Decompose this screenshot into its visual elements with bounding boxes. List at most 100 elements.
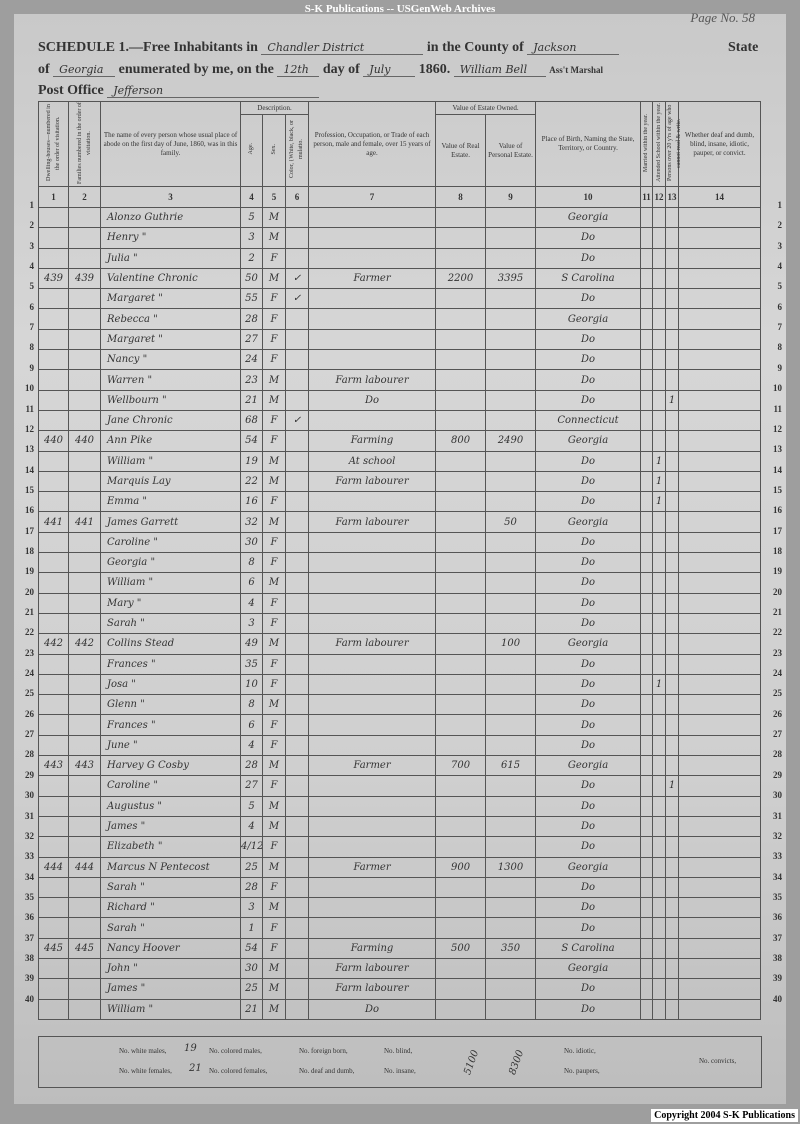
col-real-estate-header: Value of Real Estate.	[435, 114, 487, 187]
col-condition-header: Whether deaf and dumb, blind, insane, id…	[678, 101, 762, 187]
color	[284, 978, 310, 1000]
sex: F	[262, 308, 286, 330]
married-within-year	[640, 937, 654, 959]
line-number: 17	[25, 525, 34, 536]
family-number: 445	[68, 937, 101, 959]
column-number: 4	[240, 186, 263, 208]
table-row: Georgia " 8 F Do	[38, 552, 762, 574]
sex: M	[262, 694, 286, 716]
month-value: July	[363, 63, 416, 77]
family-number	[68, 308, 101, 330]
color	[284, 308, 310, 330]
birthplace: Georgia	[535, 206, 642, 229]
line-number: 24	[773, 668, 782, 679]
age: 50	[240, 267, 263, 290]
attended-school	[652, 775, 667, 797]
dwelling-number	[38, 491, 69, 513]
real-estate-value	[435, 389, 487, 411]
line-number: 22	[25, 627, 34, 638]
personal-estate-value	[485, 978, 537, 1000]
personal-estate-value	[485, 470, 537, 493]
sex: F	[262, 328, 286, 351]
person-name: Warren "	[100, 369, 241, 391]
column-number: 9	[485, 186, 537, 208]
table-row: Margaret " 55 F ✓ Do	[38, 288, 762, 310]
married-within-year	[640, 206, 654, 229]
color	[284, 572, 310, 594]
dwelling-number	[38, 450, 69, 472]
cannot-read-write	[665, 795, 680, 817]
attended-school	[652, 633, 667, 655]
condition	[678, 673, 762, 696]
condition	[678, 876, 762, 899]
line-number: 27	[25, 729, 34, 740]
line-number: 34	[25, 871, 34, 882]
dwelling-number	[38, 328, 69, 351]
person-name: Jane Chronic	[100, 409, 241, 432]
occupation	[308, 815, 437, 838]
occupation: Farm labourer	[308, 511, 437, 533]
sex: F	[262, 612, 286, 635]
cannot-read-write	[665, 227, 680, 249]
birthplace: Do	[535, 876, 642, 899]
person-name: James "	[100, 815, 241, 838]
personal-estate-value	[485, 836, 537, 858]
table-row: Caroline " 30 F Do	[38, 531, 762, 554]
person-name: Henry "	[100, 227, 241, 249]
married-within-year	[640, 755, 654, 777]
birthplace: Do	[535, 653, 642, 675]
married-within-year	[640, 511, 654, 533]
condition	[678, 755, 762, 777]
table-row: Frances " 35 F Do	[38, 653, 762, 675]
condition	[678, 897, 762, 919]
sex: M	[262, 511, 286, 533]
condition	[678, 572, 762, 594]
cannot-read-write	[665, 430, 680, 452]
person-name: Sarah "	[100, 612, 241, 635]
married-within-year	[640, 633, 654, 655]
table-row: Frances " 6 F Do	[38, 714, 762, 736]
color: ✓	[284, 409, 310, 432]
personal-estate-value	[485, 491, 537, 513]
age: 27	[240, 328, 263, 351]
age: 4	[240, 815, 263, 838]
sex: M	[262, 450, 286, 472]
color	[284, 998, 310, 1020]
cannot-read-write	[665, 267, 680, 290]
condition	[678, 734, 762, 757]
condition	[678, 511, 762, 533]
dwelling-number	[38, 308, 69, 330]
person-name: Emma "	[100, 491, 241, 513]
birthplace: Do	[535, 369, 642, 391]
line-number: 27	[773, 729, 782, 740]
color	[284, 491, 310, 513]
real-estate-value	[435, 978, 487, 1000]
cannot-read-write	[665, 450, 680, 472]
married-within-year	[640, 552, 654, 574]
married-within-year	[640, 267, 654, 290]
person-name: John "	[100, 957, 241, 980]
column-number: 13	[665, 186, 680, 208]
table-row: Julia " 2 F Do	[38, 247, 762, 269]
married-within-year	[640, 288, 654, 310]
sex: M	[262, 978, 286, 1000]
dwelling-number: 444	[38, 856, 69, 878]
condition	[678, 957, 762, 980]
dwelling-number: 441	[38, 511, 69, 533]
sex: M	[262, 633, 286, 655]
birthplace: Georgia	[535, 430, 642, 452]
sex: M	[262, 206, 286, 229]
married-within-year	[640, 430, 654, 452]
col-family-header: Families numbered in the order of visita…	[68, 101, 101, 187]
condition	[678, 815, 762, 838]
occupation: Do	[308, 998, 437, 1020]
line-number: 21	[25, 607, 34, 617]
condition	[678, 491, 762, 513]
personal-estate-value: 615	[485, 755, 537, 777]
real-estate-value	[435, 491, 487, 513]
line-number: 16	[25, 505, 34, 516]
cannot-read-write	[665, 552, 680, 574]
marshal-name: William Bell	[453, 63, 546, 77]
attended-school	[652, 856, 667, 878]
blind-label: No. blind,	[384, 1047, 413, 1055]
